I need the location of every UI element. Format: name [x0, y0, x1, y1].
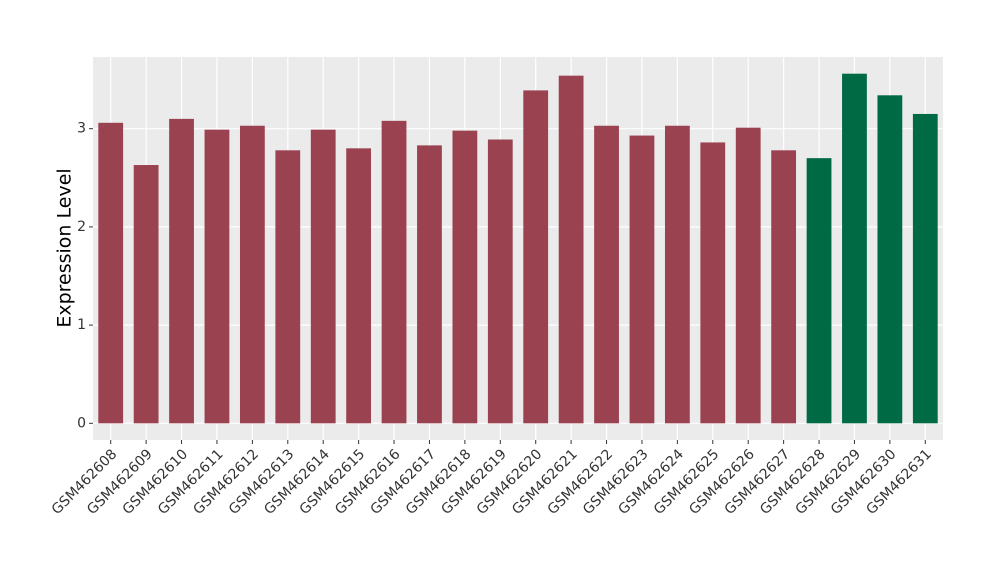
bar [523, 90, 549, 424]
bar [133, 165, 159, 424]
bar [169, 118, 194, 424]
bar [487, 139, 513, 424]
plot-panel [93, 57, 943, 440]
bar [558, 75, 584, 424]
bar [842, 73, 867, 424]
y-tick-label: 3 [77, 121, 86, 137]
bar [417, 145, 442, 424]
y-tick-label: 0 [77, 415, 86, 431]
bar [629, 135, 655, 424]
bar [664, 125, 690, 424]
bar [806, 158, 832, 424]
bar [98, 122, 124, 424]
bar [594, 125, 619, 424]
bar [912, 113, 938, 424]
y-axis-title: Expression Level [54, 168, 76, 327]
bar [700, 142, 726, 424]
bar [239, 125, 265, 424]
bar [310, 129, 336, 424]
bar [346, 148, 372, 424]
bar [877, 95, 903, 424]
bar [381, 120, 407, 424]
y-tick-label: 2 [77, 219, 86, 235]
bar [275, 150, 301, 424]
bar [771, 150, 797, 424]
y-tick-label: 1 [77, 317, 86, 333]
bar [735, 127, 761, 424]
bar [452, 130, 478, 424]
bar [204, 129, 230, 424]
